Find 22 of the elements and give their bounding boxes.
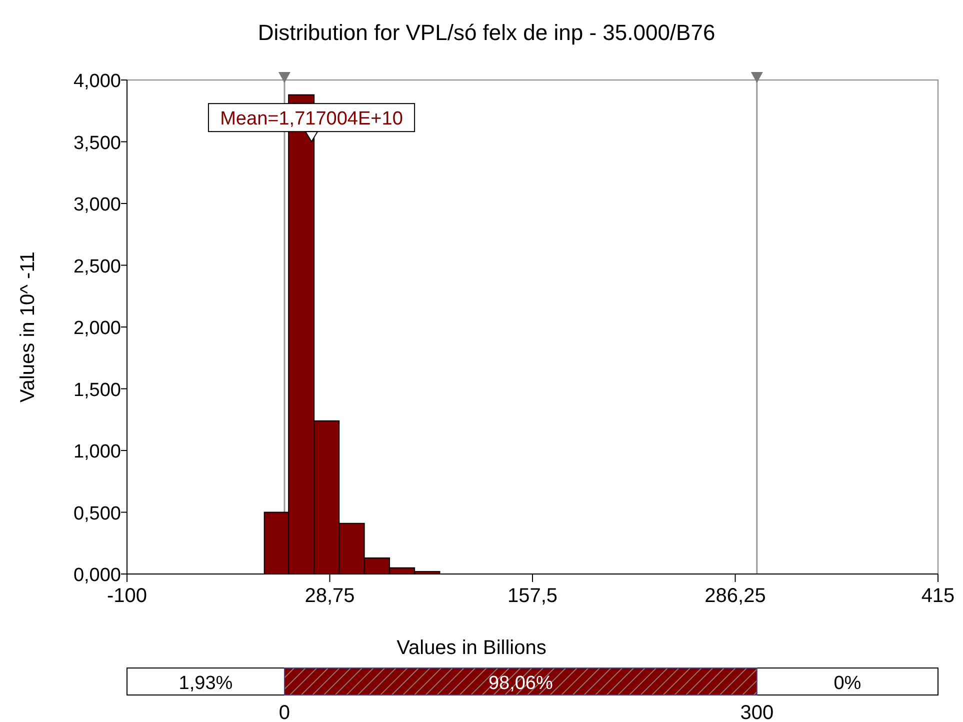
y-tick-label: 2,500 bbox=[73, 256, 121, 278]
y-tick-label: 1,500 bbox=[73, 380, 121, 401]
y-tick-label: 4,000 bbox=[73, 71, 121, 92]
x-axis-title: Values in Billions bbox=[396, 637, 546, 659]
x-tick-label: 28,75 bbox=[304, 585, 355, 607]
x-tick-label: 157,5 bbox=[507, 585, 558, 607]
text: 1,93% bbox=[178, 673, 233, 694]
annotation: Mean=1,717004E+10 bbox=[220, 108, 403, 130]
y-tick-label: 0,000 bbox=[73, 565, 121, 586]
y-axis-title: Values in 10^ -11 bbox=[17, 252, 39, 402]
x-tick-label: 286,25 bbox=[704, 585, 766, 607]
y-tick-label: 1,000 bbox=[73, 442, 121, 462]
y-tick-label: 2,000 bbox=[73, 318, 121, 339]
text: 0% bbox=[834, 673, 862, 694]
y-tick-label: 0,500 bbox=[73, 503, 121, 524]
y-tick-label: 3,000 bbox=[73, 194, 121, 216]
text: 300 bbox=[740, 702, 774, 722]
y-tick-label: 3,500 bbox=[73, 132, 121, 154]
text: 0 bbox=[278, 702, 290, 722]
chart-title: Distribution for VPL/só felx de inp - 35.000/B76 bbox=[258, 20, 716, 45]
x-tick-label: 415 bbox=[921, 585, 955, 607]
x-tick-label: -100 bbox=[106, 585, 148, 607]
